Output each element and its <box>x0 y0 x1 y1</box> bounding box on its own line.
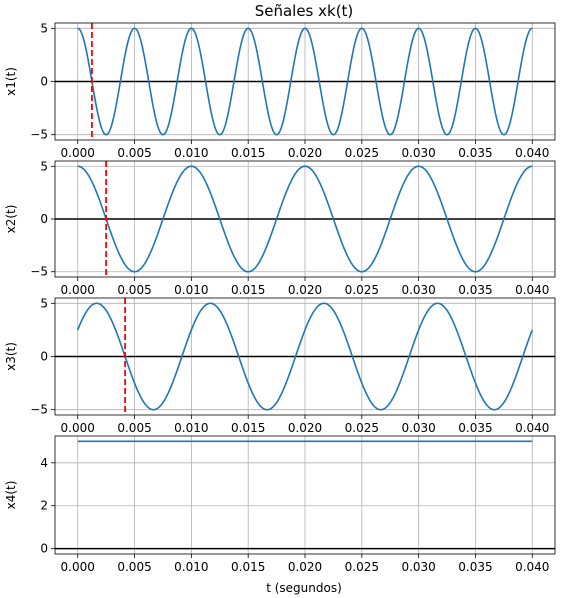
y-axis-label: x3(t) <box>4 342 18 371</box>
y-tick-label: 5 <box>40 159 48 173</box>
y-tick-label: 0 <box>40 212 48 226</box>
subplot-4: 0.000 0.005 0.010 0.015 0.020 0.025 0.030 0.035… <box>4 435 556 574</box>
y-tick-label: 0 <box>40 542 48 556</box>
x-tick-label: 0.035 <box>458 283 492 297</box>
subplot-1: 0.000 0.005 0.010 0.015 0.020 0.025 0.030 0.035… <box>4 21 556 160</box>
x-tick-label: 0.025 <box>345 421 379 435</box>
y-tick-label: −5 <box>30 265 48 279</box>
y-tick-label: 5 <box>40 296 48 310</box>
y-axis-label: x4(t) <box>4 481 18 510</box>
x-tick-label: 0.020 <box>288 560 322 574</box>
signal-line-1 <box>77 27 533 136</box>
x-tick-label: 0.035 <box>458 146 492 160</box>
y-tick-label: −5 <box>30 128 48 142</box>
x-tick-label: 0.025 <box>345 283 379 297</box>
y-tick-label: 0 <box>40 75 48 89</box>
y-axis-label: x2(t) <box>4 205 18 234</box>
x-tick-label: 0.035 <box>458 421 492 435</box>
x-tick-label: 0.000 <box>61 421 95 435</box>
x-tick-label: 0.040 <box>515 146 549 160</box>
y-axis-label: x1(t) <box>4 67 18 96</box>
x-tick-label: 0.010 <box>174 283 208 297</box>
x-tick-label: 0.005 <box>117 283 151 297</box>
x-axis-label: t (segundos) <box>266 581 342 595</box>
x-tick-label: 0.025 <box>345 560 379 574</box>
x-tick-label: 0.010 <box>174 560 208 574</box>
signal-line-3 <box>76 302 534 411</box>
subplot-3: 0.000 0.005 0.010 0.015 0.020 0.025 0.030 0.035… <box>4 296 556 435</box>
axes-frame <box>54 160 556 278</box>
x-tick-label: 0.020 <box>288 283 322 297</box>
y-tick-label: −5 <box>30 403 48 417</box>
grid-lines <box>55 436 555 554</box>
x-tick-label: 0.030 <box>401 146 435 160</box>
subplot-2: 0.000 0.005 0.010 0.015 0.020 0.025 0.030 0.035… <box>4 159 556 297</box>
axes-frame <box>54 435 556 555</box>
x-tick-label: 0.000 <box>61 283 95 297</box>
x-tick-label: 0.025 <box>345 146 379 160</box>
x-tick-label: 0.015 <box>231 560 265 574</box>
y-tick-label: 2 <box>40 499 48 513</box>
x-tick-label: 0.040 <box>515 421 549 435</box>
x-tick-label: 0.030 <box>401 560 435 574</box>
x-tick-label: 0.020 <box>288 421 322 435</box>
x-tick-label: 0.015 <box>231 283 265 297</box>
y-tick-label: 4 <box>40 456 48 470</box>
axes-frame <box>54 22 556 141</box>
y-tick-label: 5 <box>40 21 48 35</box>
x-tick-label: 0.040 <box>515 283 549 297</box>
x-tick-label: 0.015 <box>231 146 265 160</box>
figure-title: Señales xk(t) <box>255 2 354 20</box>
y-tick-label: 0 <box>40 350 48 364</box>
x-tick-label: 0.000 <box>61 146 95 160</box>
subplots: 0.000 0.005 0.010 0.015 0.020 0.025 0.030 0.035… <box>4 21 556 574</box>
x-tick-label: 0.005 <box>117 560 151 574</box>
x-tick-label: 0.020 <box>288 146 322 160</box>
x-tick-label: 0.010 <box>174 146 208 160</box>
x-tick-label: 0.015 <box>231 421 265 435</box>
x-tick-label: 0.000 <box>61 560 95 574</box>
x-tick-label: 0.030 <box>401 421 435 435</box>
axes-frame <box>54 297 556 416</box>
signal-line-2 <box>77 165 533 273</box>
x-tick-label: 0.040 <box>515 560 549 574</box>
x-tick-label: 0.030 <box>401 283 435 297</box>
x-tick-label: 0.035 <box>458 560 492 574</box>
x-tick-label: 0.005 <box>117 421 151 435</box>
x-tick-label: 0.010 <box>174 421 208 435</box>
x-tick-label: 0.005 <box>117 146 151 160</box>
